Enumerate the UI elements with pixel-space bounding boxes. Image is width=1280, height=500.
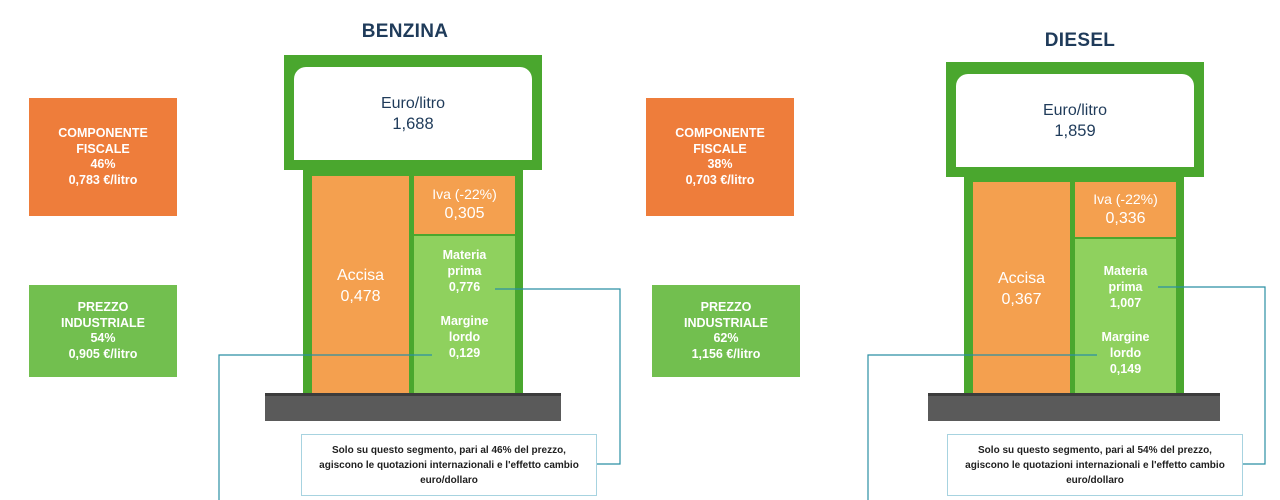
benzina-materia-margine-segment: Materia prima 0,776 Margine lordo 0,129: [414, 236, 515, 396]
benzina-margine-value: 0,129: [448, 346, 481, 360]
benzina-display-unit: Euro/litro: [380, 94, 446, 112]
benzina-iva-label: Iva (-22%): [432, 186, 497, 202]
diesel-price-display: Euro/litro 1,859: [956, 74, 1194, 167]
benzina-display-value: 1,688: [392, 114, 434, 133]
diesel-accisa-segment: Accisa 0,367: [973, 182, 1070, 396]
benzina-note-line3: euro/dollaro: [420, 474, 478, 486]
diesel-pump-base: [928, 393, 1220, 421]
diesel-accisa-label: Accisa: [997, 270, 1046, 287]
benzina-margine-connector: [218, 354, 432, 500]
benzina-title: BENZINA: [361, 21, 449, 42]
diesel-fiscale-percent: 38%: [707, 157, 733, 171]
benzina-iva-value: 0,305: [444, 205, 485, 222]
diesel-industriale-line2: INDUSTRIALE: [683, 315, 769, 330]
benzina-materia-label1: Materia: [442, 248, 487, 262]
benzina-iva-segment: Iva (-22%) 0,305: [414, 176, 515, 234]
diesel-margine-label2: lordo: [1109, 346, 1142, 360]
diesel-margine-value: 0,149: [1109, 362, 1142, 376]
diesel-industriale-percent: 62%: [713, 331, 739, 345]
diesel-industriale-line1: PREZZO: [700, 300, 752, 314]
diesel-note: Solo su questo segmento, pari al 54% del…: [947, 434, 1243, 496]
benzina-accisa-segment: Accisa 0,478: [312, 176, 409, 396]
diesel-accisa-value: 0,367: [1001, 291, 1042, 308]
benzina-note: Solo su questo segmento, pari al 46% del…: [301, 434, 597, 496]
benzina-margine-label1: Margine: [440, 314, 489, 328]
benzina-industriale-percent: 54%: [90, 331, 116, 345]
diesel-materia-connector: [1158, 286, 1266, 465]
benzina-fiscale-line2: FISCALE: [76, 141, 130, 156]
benzina-fiscale-line1: COMPONENTE: [58, 126, 148, 140]
diesel-materia-label2: prima: [1108, 280, 1143, 294]
diesel-materia-margine-segment: Materia prima 1,007 Margine lordo 0,149: [1075, 239, 1176, 396]
diesel-industriale-value: 1,156 €/litro: [691, 346, 761, 361]
diesel-fiscale-line1: COMPONENTE: [675, 126, 765, 140]
diesel-margine-label1: Margine: [1101, 330, 1150, 344]
benzina-industriale-line1: PREZZO: [77, 300, 129, 314]
diesel-fiscale-line2: FISCALE: [693, 141, 747, 156]
benzina-industriale-line2: INDUSTRIALE: [60, 315, 146, 330]
benzina-accisa-label: Accisa: [336, 267, 385, 284]
diesel-materia-label1: Materia: [1103, 264, 1148, 278]
diesel-note-line2: agiscono le quotazioni internazionali e …: [965, 459, 1225, 471]
diesel-prezzo-industriale-box: PREZZO INDUSTRIALE 62% 1,156 €/litro: [652, 285, 800, 377]
diesel-iva-value: 0,336: [1105, 209, 1146, 227]
diesel-materia-value: 1,007: [1109, 296, 1142, 310]
benzina-materia-label2: prima: [447, 264, 482, 278]
benzina-note-line2: agiscono le quotazioni internazionali e …: [319, 459, 579, 471]
benzina-note-line1: Solo su questo segmento, pari al 46% del…: [332, 444, 566, 456]
benzina-materia-value: 0,776: [448, 280, 481, 294]
benzina-fiscale-value: 0,783 €/litro: [68, 172, 138, 187]
benzina-prezzo-industriale-box: PREZZO INDUSTRIALE 54% 0,905 €/litro: [29, 285, 177, 377]
diesel-iva-segment: Iva (-22%) 0,336: [1075, 182, 1176, 237]
diesel-fiscale-value: 0,703 €/litro: [685, 172, 755, 187]
benzina-price-display: Euro/litro 1,688: [294, 67, 532, 160]
diesel-iva-label: Iva (-22%): [1093, 190, 1158, 207]
benzina-accisa-value: 0,478: [340, 288, 381, 305]
diesel-title: DIESEL: [1044, 30, 1116, 51]
diesel-note-line1: Solo su questo segmento, pari al 54% del…: [978, 444, 1212, 456]
benzina-componente-fiscale-box: COMPONENTE FISCALE 46% 0,783 €/litro: [29, 98, 177, 216]
benzina-fiscale-percent: 46%: [90, 157, 116, 171]
diesel-componente-fiscale-box: COMPONENTE FISCALE 38% 0,703 €/litro: [646, 98, 794, 216]
benzina-industriale-value: 0,905 €/litro: [68, 346, 138, 361]
diesel-display-unit: Euro/litro: [1042, 101, 1108, 119]
benzina-margine-label2: lordo: [448, 330, 481, 344]
benzina-pump-base: [265, 393, 561, 421]
diesel-note-line3: euro/dollaro: [1066, 474, 1124, 486]
benzina-materia-connector: [495, 288, 621, 465]
diesel-margine-connector: [867, 354, 1097, 500]
diesel-display-value: 1,859: [1054, 121, 1096, 140]
